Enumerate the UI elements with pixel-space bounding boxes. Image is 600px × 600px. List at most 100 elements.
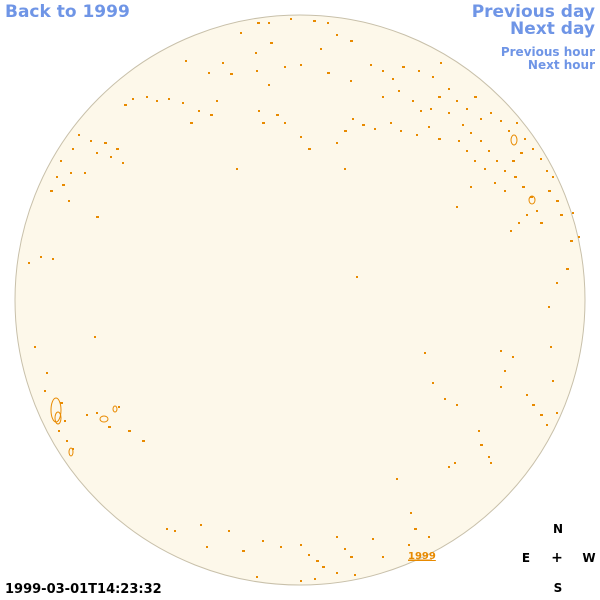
feature-mark bbox=[58, 430, 60, 432]
feature-mark bbox=[50, 190, 53, 192]
feature-mark bbox=[570, 240, 573, 242]
feature-mark bbox=[276, 114, 279, 116]
feature-mark bbox=[210, 114, 213, 116]
feature-mark bbox=[382, 96, 384, 98]
feature-mark bbox=[490, 112, 492, 114]
feature-mark bbox=[526, 394, 528, 396]
feature-mark bbox=[108, 426, 111, 428]
feature-mark bbox=[444, 398, 446, 400]
feature-mark bbox=[516, 122, 518, 124]
feature-mark bbox=[174, 530, 176, 532]
feature-mark bbox=[448, 88, 450, 90]
feature-mark bbox=[142, 440, 145, 442]
feature-mark bbox=[308, 554, 310, 556]
next-hour-link[interactable]: Next hour bbox=[527, 58, 595, 72]
feature-mark bbox=[90, 140, 92, 142]
feature-mark bbox=[526, 214, 528, 216]
feature-mark bbox=[72, 148, 74, 150]
feature-mark bbox=[512, 160, 515, 162]
feature-mark bbox=[512, 356, 514, 358]
feature-mark bbox=[456, 100, 458, 102]
feature-mark bbox=[530, 196, 533, 198]
timestamp-label: 1999-03-01T14:23:32 bbox=[5, 582, 162, 597]
feature-mark bbox=[448, 466, 450, 468]
previous-day-link[interactable]: Previous day bbox=[471, 2, 595, 22]
feature-mark bbox=[352, 118, 354, 120]
feature-mark bbox=[44, 390, 46, 392]
feature-mark bbox=[336, 142, 338, 144]
feature-mark bbox=[46, 372, 48, 374]
feature-mark bbox=[500, 350, 502, 352]
feature-mark bbox=[428, 126, 430, 128]
feature-mark bbox=[52, 258, 54, 260]
feature-mark bbox=[416, 134, 418, 136]
feature-mark bbox=[240, 32, 242, 34]
feature-mark bbox=[257, 22, 260, 24]
feature-mark bbox=[556, 282, 558, 284]
feature-mark bbox=[124, 104, 127, 106]
next-day-link[interactable]: Next day bbox=[510, 19, 595, 39]
feature-mark bbox=[62, 184, 65, 186]
feature-mark bbox=[34, 346, 36, 348]
previous-hour-link[interactable]: Previous hour bbox=[500, 45, 595, 59]
feature-mark bbox=[430, 108, 432, 110]
feature-mark bbox=[122, 162, 124, 164]
feature-mark bbox=[300, 64, 302, 66]
feature-mark bbox=[488, 456, 490, 458]
feature-mark bbox=[412, 100, 414, 102]
feature-mark bbox=[540, 158, 542, 160]
feature-mark bbox=[532, 148, 534, 150]
feature-mark bbox=[40, 256, 42, 258]
feature-mark bbox=[424, 352, 426, 354]
feature-mark bbox=[327, 72, 330, 74]
feature-mark bbox=[480, 140, 482, 142]
feature-contour bbox=[54, 411, 62, 425]
feature-mark bbox=[268, 22, 270, 24]
feature-mark bbox=[400, 130, 402, 132]
feature-mark bbox=[572, 212, 574, 214]
feature-mark bbox=[322, 566, 325, 568]
feature-mark bbox=[350, 556, 353, 558]
feature-mark bbox=[510, 230, 512, 232]
feature-mark bbox=[222, 62, 224, 64]
feature-mark bbox=[256, 576, 258, 578]
feature-mark bbox=[448, 112, 450, 114]
feature-mark bbox=[396, 478, 398, 480]
feature-mark bbox=[382, 70, 384, 72]
year-label[interactable]: 1999 bbox=[408, 551, 436, 562]
feature-mark bbox=[262, 122, 265, 124]
disk-background bbox=[14, 14, 586, 586]
feature-mark bbox=[327, 22, 329, 24]
feature-mark bbox=[228, 530, 230, 532]
feature-mark bbox=[104, 142, 107, 144]
feature-mark bbox=[208, 72, 210, 74]
feature-mark bbox=[514, 176, 517, 178]
feature-mark bbox=[466, 150, 468, 152]
feature-mark bbox=[540, 222, 543, 224]
feature-mark bbox=[410, 512, 412, 514]
back-to-year-link[interactable]: Back to 1999 bbox=[5, 2, 130, 22]
feature-mark bbox=[290, 18, 292, 20]
feature-mark bbox=[350, 40, 353, 42]
feature-mark bbox=[110, 156, 112, 158]
feature-mark bbox=[508, 130, 510, 132]
feature-mark bbox=[456, 206, 458, 208]
feature-contour bbox=[510, 134, 518, 146]
feature-mark bbox=[496, 160, 498, 162]
feature-mark bbox=[500, 386, 502, 388]
compass-north: N bbox=[552, 522, 564, 536]
feature-mark bbox=[68, 200, 70, 202]
feature-mark bbox=[280, 546, 282, 548]
feature-mark bbox=[255, 52, 257, 54]
feature-mark bbox=[96, 152, 98, 154]
feature-mark bbox=[28, 262, 30, 264]
feature-mark bbox=[132, 98, 134, 100]
feature-mark bbox=[60, 402, 63, 404]
feature-mark bbox=[454, 462, 456, 464]
feature-mark bbox=[350, 80, 352, 82]
feature-mark bbox=[470, 186, 472, 188]
feature-mark bbox=[300, 544, 302, 546]
feature-mark bbox=[198, 110, 200, 112]
feature-mark bbox=[242, 550, 245, 552]
